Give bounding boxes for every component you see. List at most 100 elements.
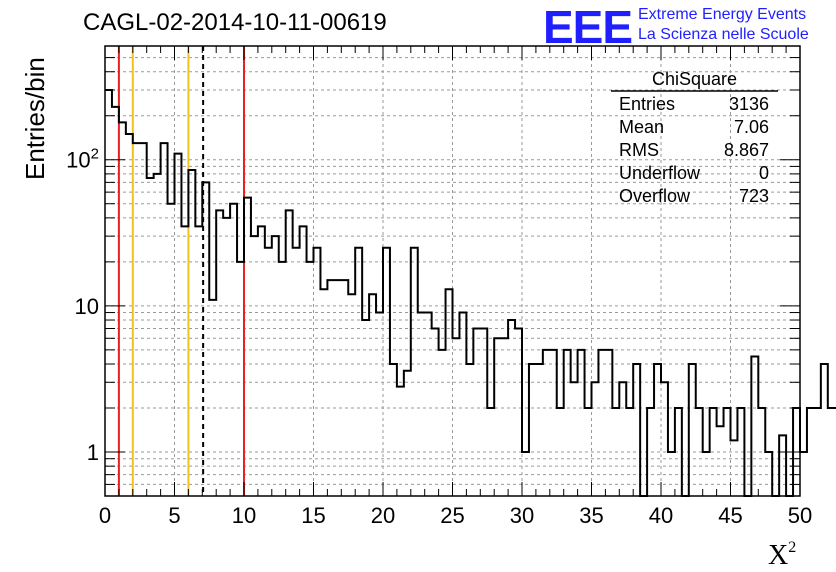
stats-row-label: Underflow [619, 163, 701, 183]
histogram-bin [654, 364, 661, 496]
histogram-bin [550, 350, 557, 496]
histogram-bin [731, 440, 738, 496]
histogram-bin [216, 210, 223, 496]
histogram-bin [390, 364, 397, 496]
x-tick-label: 40 [649, 503, 673, 528]
histogram-bin [675, 408, 682, 496]
histogram-bin [821, 364, 828, 496]
histogram-bin [411, 248, 418, 496]
histogram-bin [529, 364, 536, 496]
histogram-bin [459, 313, 466, 496]
histogram-bin [418, 313, 425, 496]
histogram-bin [383, 248, 390, 496]
histogram-bin [341, 280, 348, 496]
histogram-bin [307, 262, 314, 496]
histogram-bin [348, 294, 355, 496]
histogram-bin [258, 226, 265, 496]
x-tick-label: 45 [718, 503, 742, 528]
histogram-bin [175, 154, 182, 496]
y-tick-label: 1 [87, 440, 99, 465]
histogram-outline [105, 88, 836, 497]
histogram-bin [724, 408, 731, 496]
histogram-bin [327, 280, 334, 496]
eee-logo: EEE [543, 1, 633, 53]
histogram-bin [703, 452, 710, 496]
histogram-bin [112, 107, 119, 496]
stats-title: ChiSquare [652, 69, 737, 89]
stats-row-value: 0 [759, 163, 769, 183]
histogram-bin [758, 408, 765, 496]
x-tick-label: 25 [440, 503, 464, 528]
histogram-bin [612, 408, 619, 496]
histogram-bin [272, 236, 279, 496]
histogram-bin [181, 226, 188, 496]
logo-line-2: La Scienza nelle Scuole [638, 26, 809, 43]
stats-row-value: 7.06 [734, 117, 769, 137]
histogram-bin [696, 408, 703, 496]
histogram-bin [195, 226, 202, 496]
histogram-bin [480, 329, 487, 496]
histogram-bin [105, 90, 112, 496]
histogram-bin [807, 408, 814, 496]
histogram-bin [564, 350, 571, 496]
x-tick-label: 0 [99, 503, 111, 528]
stats-row-label: Overflow [619, 186, 691, 206]
stats-row-label: Mean [619, 117, 664, 137]
histogram-bin [237, 262, 244, 496]
histogram-bin [320, 289, 327, 496]
histogram-bin [161, 143, 168, 496]
histogram-bin [188, 170, 195, 496]
histogram-bin [779, 435, 786, 496]
histogram-bin [446, 289, 453, 496]
histogram-bin [147, 178, 154, 496]
x-tick-label: 50 [788, 503, 812, 528]
histogram-bin [494, 338, 501, 496]
stats-row-label: Entries [619, 94, 675, 114]
histogram-bin [133, 143, 140, 496]
histogram-bin [501, 338, 508, 496]
histogram-bin [244, 198, 251, 496]
histogram-bin [592, 382, 599, 496]
x-axis-label: X2 [768, 539, 796, 571]
histogram-bin [126, 134, 133, 496]
histogram-bin [154, 174, 161, 496]
histogram-bin [522, 452, 529, 496]
x-tick-label: 35 [579, 503, 603, 528]
histogram-bin [223, 218, 230, 496]
histogram-bin [814, 408, 821, 496]
logo-line-1: Extreme Energy Events [638, 6, 807, 23]
histogram-bin [578, 350, 585, 496]
x-tick-label: 15 [301, 503, 325, 528]
x-tick-label: 20 [371, 503, 395, 528]
histogram-bin [453, 338, 460, 496]
histogram-bin [140, 143, 147, 496]
stats-row-value: 8.867 [724, 140, 769, 160]
histogram-bin [425, 313, 432, 496]
histogram-bin [251, 236, 258, 496]
histogram-bin [598, 350, 605, 496]
histogram-bin [362, 320, 369, 496]
histogram-bin [737, 408, 744, 496]
histogram-bin [300, 226, 307, 496]
histogram-bin [473, 329, 480, 496]
histogram-bin [334, 280, 341, 496]
histogram-bin [633, 364, 640, 496]
histogram-bin [265, 248, 272, 496]
x-tick-label: 5 [168, 503, 180, 528]
stats-row-value: 723 [739, 186, 769, 206]
stats-row-label: RMS [619, 140, 659, 160]
histogram-bin [536, 364, 543, 496]
histogram-bin [487, 408, 494, 496]
histogram-bin [168, 204, 175, 496]
histogram-bin [119, 122, 126, 496]
histogram-bin [230, 204, 237, 496]
histogram-bin [626, 408, 633, 496]
histogram-bin [209, 300, 216, 496]
x-tick-label: 30 [510, 503, 534, 528]
histogram-bin [286, 210, 293, 496]
histogram-bin [314, 248, 321, 496]
histogram-bin [647, 408, 654, 496]
histogram-bin [689, 364, 696, 496]
histogram-bin [661, 382, 668, 496]
histogram-bin [717, 426, 724, 496]
